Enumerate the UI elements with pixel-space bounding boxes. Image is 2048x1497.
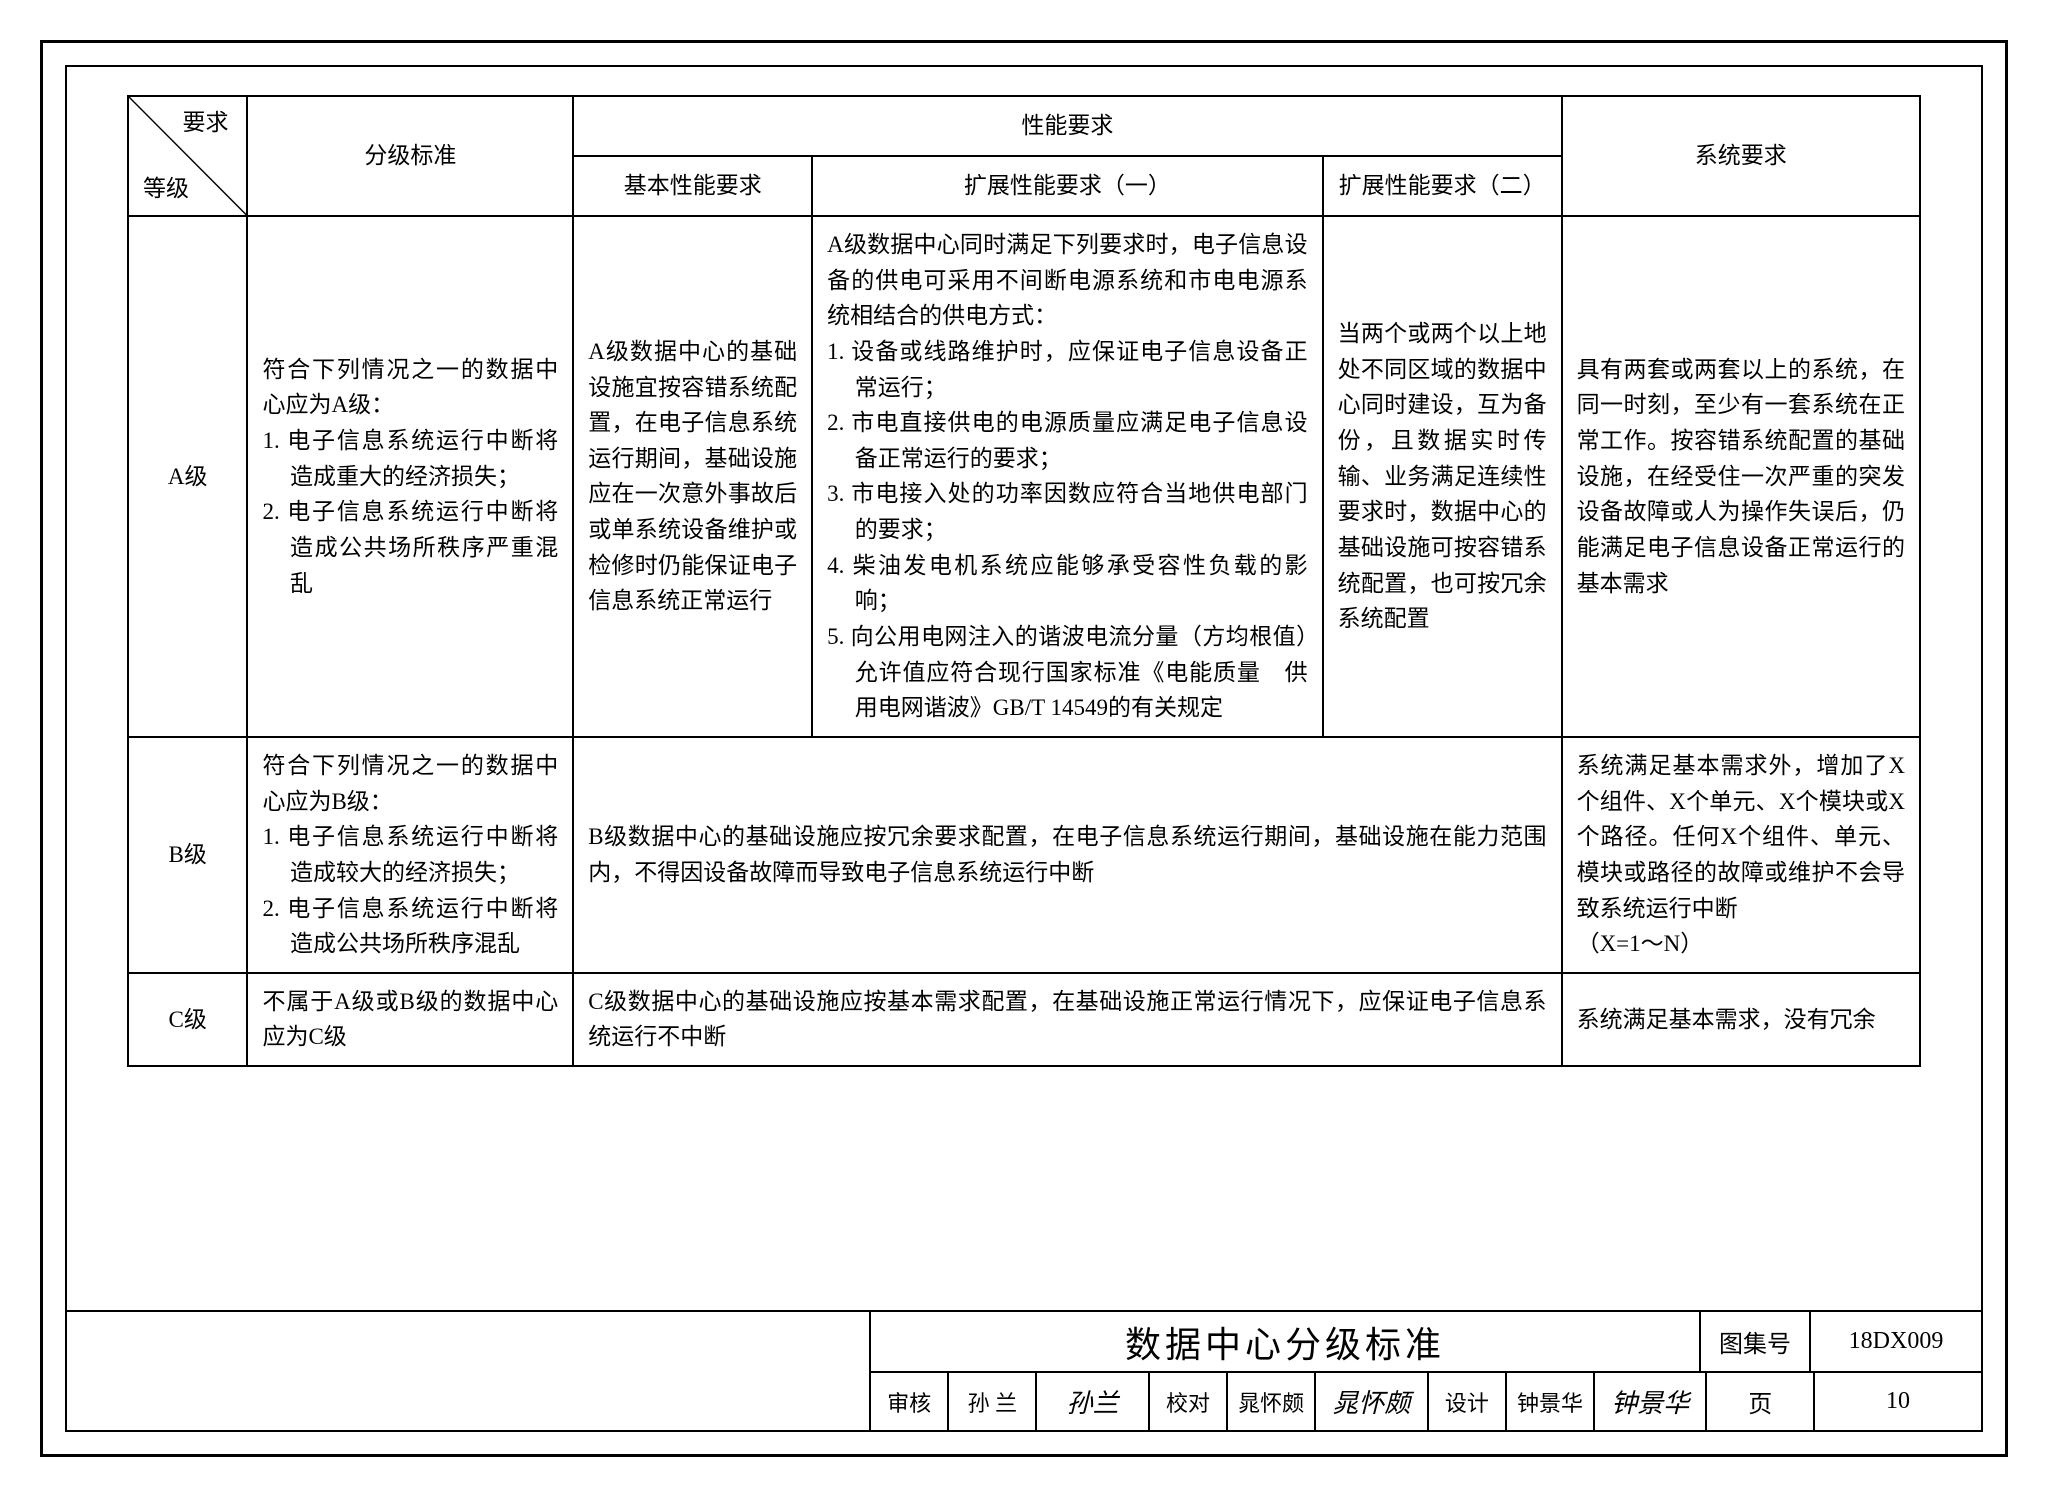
table-header-row-1: 要求 等级 分级标准 性能要求 系统要求 <box>128 96 1920 156</box>
cell-a-basic: A级数据中心的基础设施宜按容错系统配置，在电子信息系统运行期间，基础设施应在一次… <box>573 216 812 737</box>
header-ext-perf-1: 扩展性能要求（一） <box>812 156 1322 216</box>
header-requirement: 要求 <box>182 105 228 141</box>
cell-c-level: C级 <box>128 973 247 1066</box>
b-std-item-2: 2. 电子信息系统运行中断将造成公共场所秩序混乱 <box>262 891 558 962</box>
cell-b-standard: 符合下列情况之一的数据中心应为B级： 1. 电子信息系统运行中断将造成较大的经济… <box>247 737 573 973</box>
title-block-spacer <box>67 1312 871 1430</box>
title-block: 数据中心分级标准 图集号 18DX009 审核 孙 兰 孙兰 校对 晁怀颇 晁怀… <box>67 1310 1981 1430</box>
a-ext1-item-1: 1. 设备或线路维护时，应保证电子信息设备正常运行； <box>827 334 1307 405</box>
check-name: 晁怀颇 <box>1228 1373 1316 1430</box>
b-std-item-1: 1. 电子信息系统运行中断将造成较大的经济损失； <box>262 819 558 890</box>
b-sys-text-1: 系统满足基本需求外，增加了X个组件、X个单元、X个模块或X个路径。任何X个组件、… <box>1577 748 1905 926</box>
review-signature: 孙兰 <box>1037 1373 1149 1430</box>
title-block-content: 数据中心分级标准 图集号 18DX009 审核 孙 兰 孙兰 校对 晁怀颇 晁怀… <box>871 1312 1981 1430</box>
a-ext2-text: 当两个或两个以上地处不同区域的数据中心同时建设，互为备份，且数据实时传输、业务满… <box>1338 316 1547 637</box>
a-basic-text: A级数据中心的基础设施宜按容错系统配置，在电子信息系统运行期间，基础设施应在一次… <box>588 334 797 619</box>
table-row-b: B级 符合下列情况之一的数据中心应为B级： 1. 电子信息系统运行中断将造成较大… <box>128 737 1920 973</box>
a-std-item-1: 1. 电子信息系统运行中断将造成重大的经济损失； <box>262 423 558 494</box>
design-label: 设计 <box>1429 1373 1507 1430</box>
cell-c-perf: C级数据中心的基础设施应按基本需求配置，在基础设施正常运行情况下，应保证电子信息… <box>573 973 1561 1066</box>
table-row-a: A级 符合下列情况之一的数据中心应为A级： 1. 电子信息系统运行中断将造成重大… <box>128 216 1920 737</box>
classification-table: 要求 等级 分级标准 性能要求 系统要求 基本性能要求 扩展性能要求（一） 扩展… <box>127 95 1921 1067</box>
page-label: 页 <box>1707 1373 1815 1430</box>
diagonal-header: 要求 等级 <box>128 96 247 216</box>
c-sys-text: 系统满足基本需求，没有冗余 <box>1577 1002 1905 1038</box>
a-ext1-item-5: 5. 向公用电网注入的谐波电流分量（方均根值）允许值应符合现行国家标准《电能质量… <box>827 619 1307 726</box>
cell-a-ext1: A级数据中心同时满足下列要求时，电子信息设备的供电可采用不间断电源系统和市电电源… <box>812 216 1322 737</box>
b-perf-text: B级数据中心的基础设施应按冗余要求配置，在电子信息系统运行期间，基础设施在能力范… <box>588 819 1546 890</box>
header-ext-perf-2: 扩展性能要求（二） <box>1323 156 1562 216</box>
outer-frame: 要求 等级 分级标准 性能要求 系统要求 基本性能要求 扩展性能要求（一） 扩展… <box>40 40 2008 1457</box>
a-ext1-item-2: 2. 市电直接供电的电源质量应满足电子信息设备正常运行的要求； <box>827 405 1307 476</box>
table-row-c: C级 不属于A级或B级的数据中心应为C级 C级数据中心的基础设施应按基本需求配置… <box>128 973 1920 1066</box>
cell-a-standard: 符合下列情况之一的数据中心应为A级： 1. 电子信息系统运行中断将造成重大的经济… <box>247 216 573 737</box>
check-signature: 晁怀颇 <box>1316 1373 1428 1430</box>
c-perf-text: C级数据中心的基础设施应按基本需求配置，在基础设施正常运行情况下，应保证电子信息… <box>588 984 1546 1055</box>
b-sys-text-2: （X=1～N） <box>1577 926 1905 962</box>
cell-b-sys: 系统满足基本需求外，增加了X个组件、X个单元、X个模块或X个路径。任何X个组件、… <box>1562 737 1920 973</box>
page-value: 10 <box>1815 1373 1981 1430</box>
b-std-intro: 符合下列情况之一的数据中心应为B级： <box>262 748 558 819</box>
title-block-row-1: 数据中心分级标准 图集号 18DX009 <box>871 1312 1981 1371</box>
title-block-row-2: 审核 孙 兰 孙兰 校对 晁怀颇 晁怀颇 设计 钟景华 钟景华 页 10 <box>871 1371 1981 1430</box>
a-ext1-item-3: 3. 市电接入处的功率因数应符合当地供电部门的要求； <box>827 476 1307 547</box>
cell-a-level: A级 <box>128 216 247 737</box>
cell-c-sys: 系统满足基本需求，没有冗余 <box>1562 973 1920 1066</box>
header-standard: 分级标准 <box>247 96 573 216</box>
table-container: 要求 等级 分级标准 性能要求 系统要求 基本性能要求 扩展性能要求（一） 扩展… <box>67 67 1981 1310</box>
c-std-text: 不属于A级或B级的数据中心应为C级 <box>262 984 558 1055</box>
cell-a-sys: 具有两套或两套以上的系统，在同一时刻，至少有一套系统在正常工作。按容错系统配置的… <box>1562 216 1920 737</box>
a-sys-text: 具有两套或两套以上的系统，在同一时刻，至少有一套系统在正常工作。按容错系统配置的… <box>1577 352 1905 601</box>
set-number-value: 18DX009 <box>1811 1312 1981 1371</box>
header-performance: 性能要求 <box>573 96 1561 156</box>
drawing-title: 数据中心分级标准 <box>871 1312 1701 1371</box>
check-label: 校对 <box>1150 1373 1228 1430</box>
header-system: 系统要求 <box>1562 96 1920 216</box>
design-name: 钟景华 <box>1507 1373 1595 1430</box>
inner-frame: 要求 等级 分级标准 性能要求 系统要求 基本性能要求 扩展性能要求（一） 扩展… <box>65 65 1983 1432</box>
cell-c-standard: 不属于A级或B级的数据中心应为C级 <box>247 973 573 1066</box>
review-label: 审核 <box>871 1373 949 1430</box>
design-signature: 钟景华 <box>1595 1373 1707 1430</box>
header-basic-perf: 基本性能要求 <box>573 156 812 216</box>
a-std-intro: 符合下列情况之一的数据中心应为A级： <box>262 352 558 423</box>
a-std-item-2: 2. 电子信息系统运行中断将造成公共场所秩序严重混乱 <box>262 494 558 601</box>
cell-b-perf: B级数据中心的基础设施应按冗余要求配置，在电子信息系统运行期间，基础设施在能力范… <box>573 737 1561 973</box>
cell-a-ext2: 当两个或两个以上地处不同区域的数据中心同时建设，互为备份，且数据实时传输、业务满… <box>1323 216 1562 737</box>
set-number-label: 图集号 <box>1701 1312 1811 1371</box>
cell-b-level: B级 <box>128 737 247 973</box>
a-ext1-item-4: 4. 柴油发电机系统应能够承受容性负载的影响； <box>827 548 1307 619</box>
a-ext1-intro: A级数据中心同时满足下列要求时，电子信息设备的供电可采用不间断电源系统和市电电源… <box>827 227 1307 334</box>
review-name: 孙 兰 <box>949 1373 1037 1430</box>
header-level: 等级 <box>143 171 189 207</box>
